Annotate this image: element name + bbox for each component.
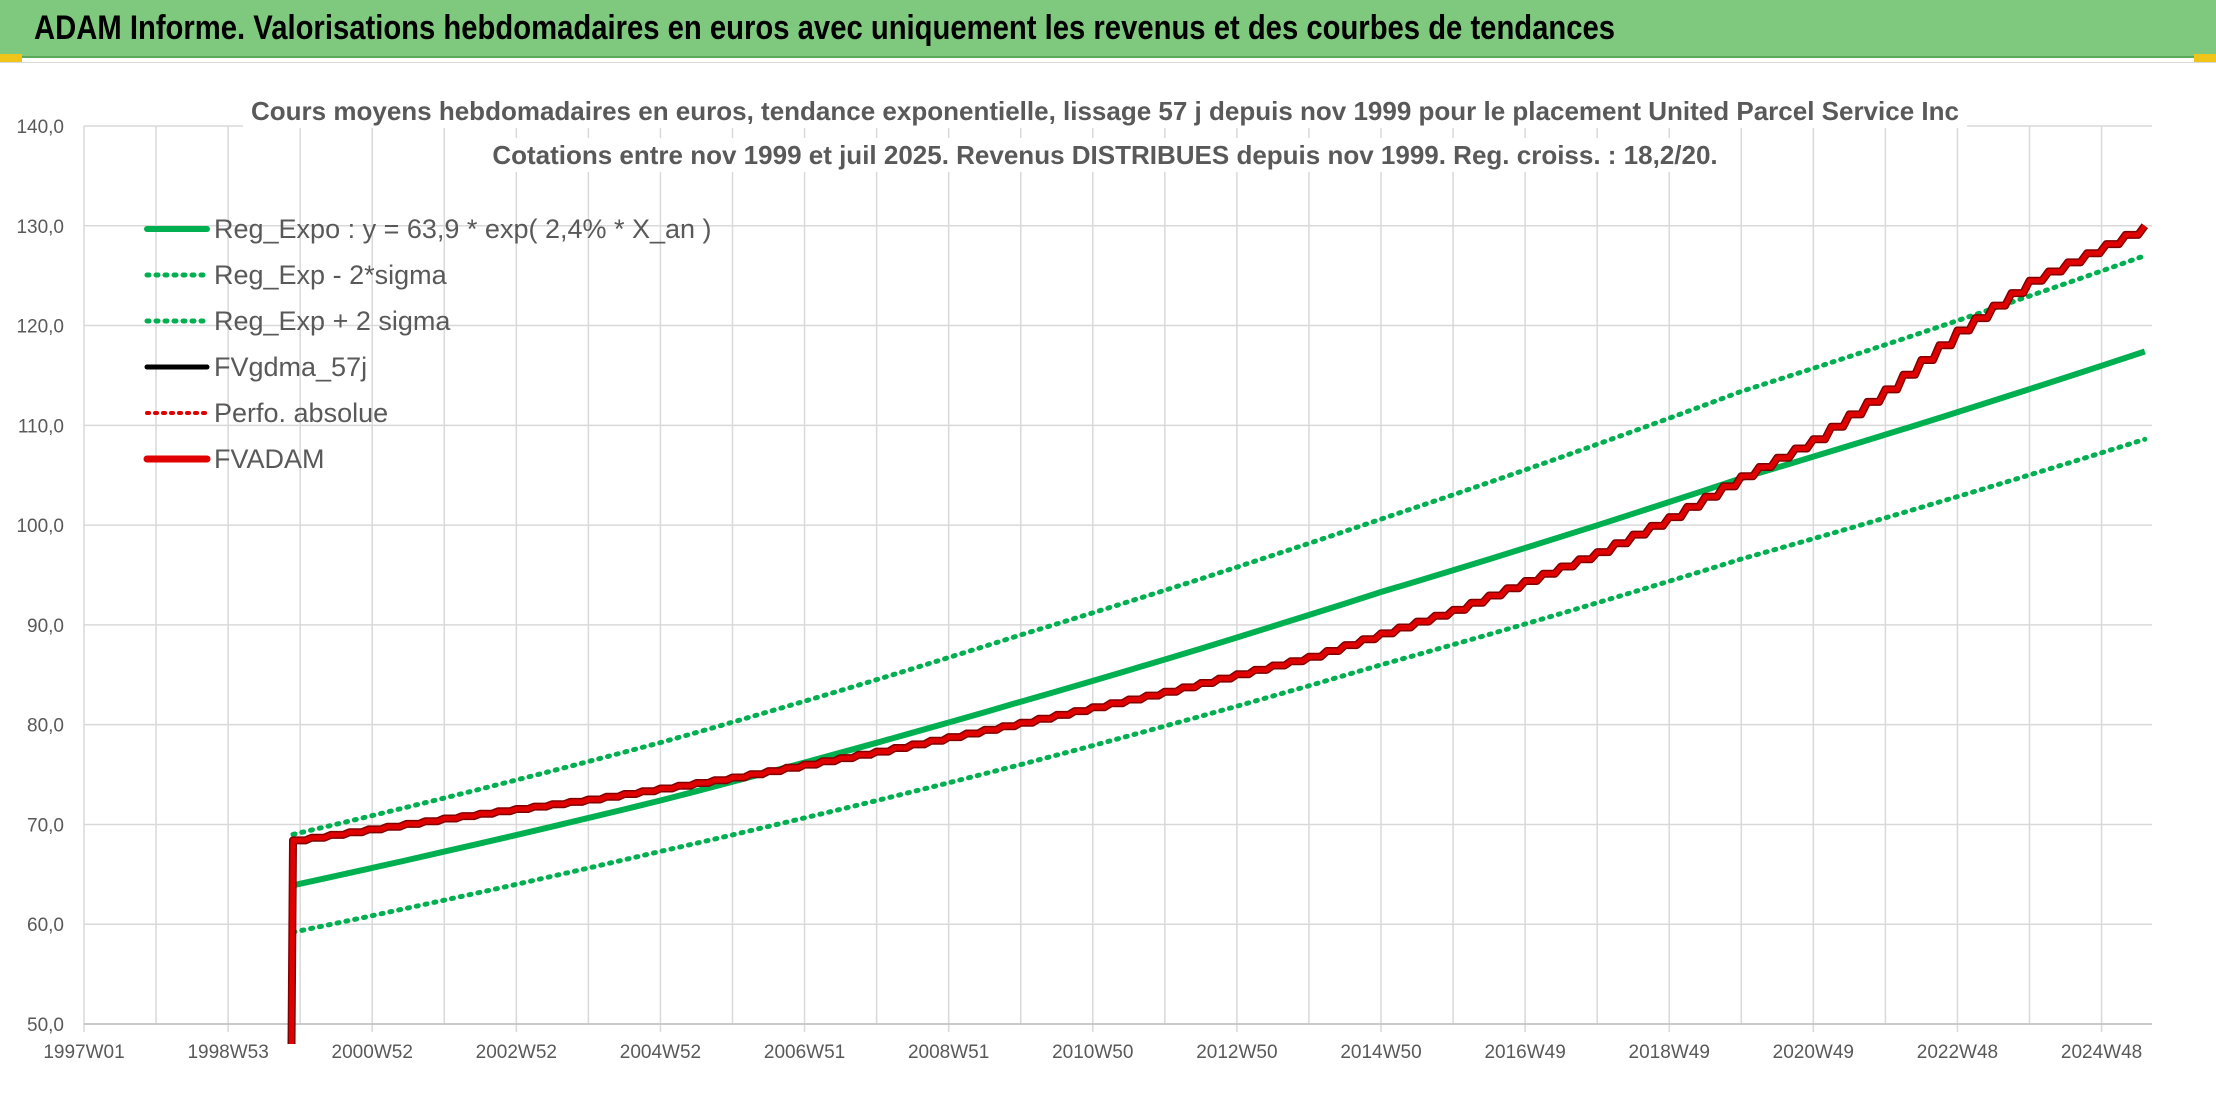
legend-label: FVgdma_57j <box>214 352 367 382</box>
y-tick-label: 60,0 <box>27 915 64 936</box>
x-tick-label: 2016W49 <box>1484 1042 1565 1063</box>
chart-title-backing <box>243 94 1967 128</box>
legend-label: FVADAM <box>214 444 325 474</box>
y-tick-label: 140,0 <box>16 117 64 138</box>
x-tick-label: 2004W52 <box>620 1042 701 1063</box>
legend-label: Reg_Exp - 2*sigma <box>214 260 448 290</box>
chart-title: Cours moyens hebdomadaires en euros, ten… <box>243 94 1967 172</box>
series-lines <box>287 223 2149 1045</box>
x-tick-label: 2008W51 <box>908 1042 989 1063</box>
y-tick-label: 80,0 <box>27 716 64 737</box>
banner-corner-mark-right <box>2194 54 2216 62</box>
y-tick-label: 90,0 <box>27 616 64 637</box>
legend-label: Perfo. absolue <box>214 398 388 428</box>
chart-area: 50,0 60,0 70,0 80,0 90,0 100,0 110,0 120,0 130,0… <box>0 62 2216 1106</box>
chart-title-backing <box>484 138 1726 172</box>
chart-title-line-2: Cotations entre nov 1999 et juil 2025. R… <box>492 140 1717 170</box>
series-line-reg-minus-2sigma <box>290 436 2148 935</box>
axes: 50,0 60,0 70,0 80,0 90,0 100,0 110,0 120,0 130,0… <box>16 117 2152 1063</box>
banner-corner-mark-left <box>0 54 22 62</box>
x-tick-label: 1997W01 <box>43 1042 124 1063</box>
y-tick-label: 70,0 <box>27 815 64 836</box>
x-tick-label: 2018W49 <box>1629 1042 1710 1063</box>
legend-label: Reg_Expo : y = 63,9 * exp( 2,4% * X_an ) <box>214 214 712 244</box>
report-title: ADAM Informe. Valorisations hebdomadaire… <box>34 9 1616 47</box>
x-tick-label: 2014W50 <box>1340 1042 1421 1063</box>
y-tick-label: 100,0 <box>16 516 64 537</box>
y-tick-label: 130,0 <box>16 217 64 238</box>
x-tick-label: 2012W50 <box>1196 1042 1277 1063</box>
series-line-fvadam <box>289 224 2147 1045</box>
report-banner: ADAM Informe. Valorisations hebdomadaire… <box>0 0 2216 58</box>
x-tick-label: 2002W52 <box>476 1042 557 1063</box>
x-tick-label: 2020W49 <box>1773 1042 1854 1063</box>
x-tick-label: 2024W48 <box>2061 1042 2142 1063</box>
legend-label: Reg_Exp + 2 sigma <box>214 306 451 336</box>
line-chart: 50,0 60,0 70,0 80,0 90,0 100,0 110,0 120,0 130,0… <box>16 94 2152 1063</box>
x-tick-label: 2010W50 <box>1052 1042 1133 1063</box>
x-tick-label: 1998W53 <box>187 1042 268 1063</box>
y-tick-label: 120,0 <box>16 317 64 338</box>
x-tick-label: 2022W48 <box>1917 1042 1998 1063</box>
series-line-reg-expo <box>292 348 2146 889</box>
x-tick-label: 2006W51 <box>764 1042 845 1063</box>
chart-legend: Reg_Expo : y = 63,9 * exp( 2,4% * X_an )… <box>143 214 712 474</box>
y-tick-label: 110,0 <box>18 416 64 437</box>
series-line-reg-plus-2sigma <box>290 253 2148 837</box>
y-tick-label: 50,0 <box>27 1015 64 1036</box>
chart-title-line-1: Cours moyens hebdomadaires en euros, ten… <box>251 96 1959 126</box>
x-tick-label: 2000W52 <box>332 1042 413 1063</box>
